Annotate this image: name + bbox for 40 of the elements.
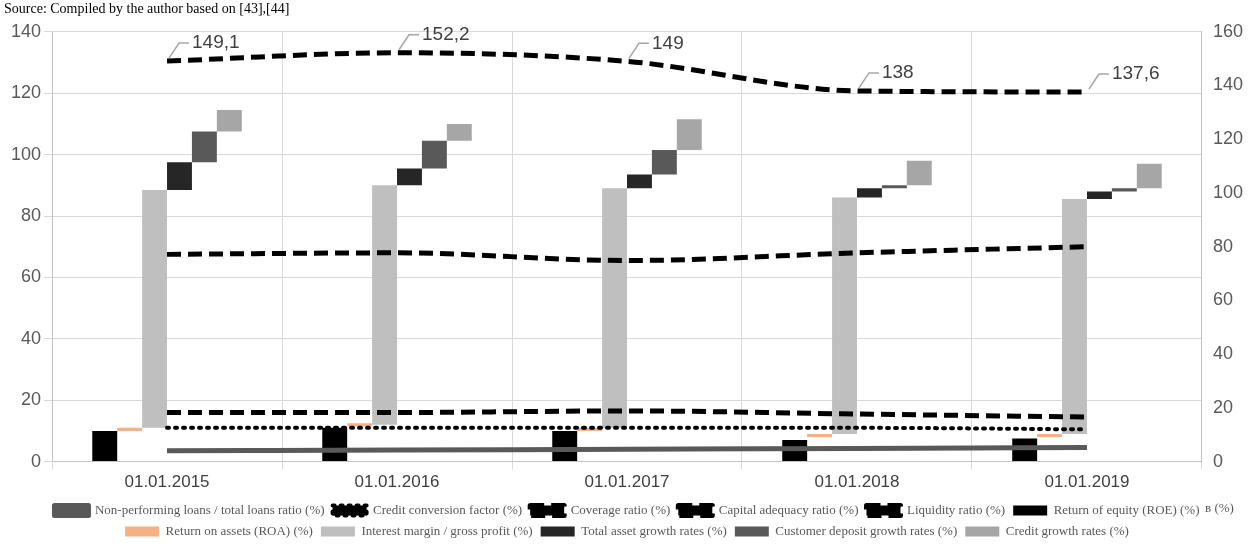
y2-tick-label: 160 xyxy=(1212,20,1244,41)
y2-tick-label: 60 xyxy=(1212,289,1233,310)
x-tick-label: 01.01.2016 xyxy=(354,472,440,492)
y-tick-label: 120 xyxy=(10,82,42,103)
legend-label: Non-performing loans / total loans ratio (%) xyxy=(94,501,325,517)
legend-label: Interest margin / gross profit (%) xyxy=(361,522,533,538)
y2-tick-label: 0 xyxy=(1212,450,1223,471)
y2-tick-label: 20 xyxy=(1212,396,1233,417)
y-tick-label: 140 xyxy=(10,20,42,41)
legend-label: Capital adequacy ratio (%) xyxy=(718,501,859,517)
y2-tick-label: 40 xyxy=(1212,343,1233,364)
data-label: 137,6 xyxy=(1111,62,1160,84)
legend-label: Customer deposit growth rates (%) xyxy=(775,522,958,538)
x-tick-label: 01.01.2019 xyxy=(1044,472,1130,492)
text: в (%) xyxy=(1205,500,1234,516)
y-tick-label: 100 xyxy=(10,143,42,164)
y2-tick-label: 80 xyxy=(1212,235,1233,256)
legend-label: Liquidity ratio (%) xyxy=(906,501,1006,517)
legend-label: Return of equity (ROE) (%) xyxy=(1053,501,1200,517)
x-tick-label: 01.01.2017 xyxy=(584,472,670,492)
y-tick-label: 60 xyxy=(21,266,42,287)
y-tick-label: 20 xyxy=(21,389,42,410)
y-tick-label: 0 xyxy=(31,450,42,471)
y2-tick-label: 140 xyxy=(1212,74,1244,95)
legend-label: Credit growth rates (%) xyxy=(1005,522,1129,538)
data-label: 152,2 xyxy=(422,22,470,44)
data-label: 149 xyxy=(652,31,684,53)
y-tick-label: 40 xyxy=(21,327,42,348)
legend-label: Credit conversion factor (%) xyxy=(373,501,523,517)
x-tick-label: 01.01.2015 xyxy=(124,472,210,492)
y2-tick-label: 120 xyxy=(1212,128,1244,149)
source-note: Source: Compiled by the author based on [43],[44] xyxy=(3,0,291,18)
data-label: 138 xyxy=(881,61,914,83)
y2-tick-label: 100 xyxy=(1212,181,1244,202)
legend-label: Total asset growth rates (%) xyxy=(581,522,727,538)
legend-label: Coverage ratio (%) xyxy=(570,501,671,517)
x-tick-label: 01.01.2018 xyxy=(814,472,900,492)
legend-label: Return on assets (ROA) (%) xyxy=(165,522,313,538)
data-label: 149,1 xyxy=(192,31,240,53)
y-tick-label: 80 xyxy=(21,204,42,225)
